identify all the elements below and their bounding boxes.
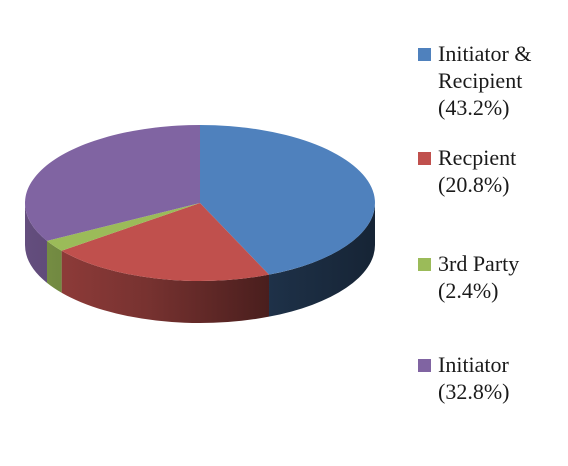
legend-label-initiator: Initiator (32.8%) <box>438 351 563 405</box>
legend-line: Initiator <box>438 352 509 377</box>
pie-side-initiator <box>24 203 47 283</box>
pie-slice-recpient <box>61 203 270 281</box>
legend-swatch-recipient <box>418 152 431 165</box>
legend-line: Recipient <box>438 68 523 93</box>
pie-slice-initiator-recipient <box>200 125 376 275</box>
legend-line: Recpient <box>438 145 517 170</box>
pie-slices <box>24 125 376 323</box>
legend-line: (43.2%) <box>438 95 510 120</box>
pie-slice-3rd-party <box>46 203 200 251</box>
legend-swatch-3rd-party <box>418 258 431 271</box>
legend-label-3rd-party: 3rd Party (2.4%) <box>438 250 563 304</box>
legend-line: (32.8%) <box>438 379 510 404</box>
pie-side-recpient <box>61 250 270 323</box>
legend-line: 3rd Party <box>438 251 520 276</box>
legend-label-recipient: Recpient (20.8%) <box>438 144 563 198</box>
legend-swatch-initiator-recipient <box>418 48 431 61</box>
pie-side-3rd-party <box>46 240 62 293</box>
legend-line: (2.4%) <box>438 278 499 303</box>
legend-line: Initiator & <box>438 41 532 66</box>
legend-line: (20.8%) <box>438 172 510 197</box>
legend-swatch-initiator <box>418 359 431 372</box>
chart-legend: Initiator & Recipient (43.2%) Recpient (… <box>418 40 563 430</box>
pie-slice-initiator <box>24 125 201 241</box>
pie-side-initiator-recipient <box>269 203 375 317</box>
legend-label-initiator-recipient: Initiator & Recipient (43.2%) <box>438 40 563 121</box>
